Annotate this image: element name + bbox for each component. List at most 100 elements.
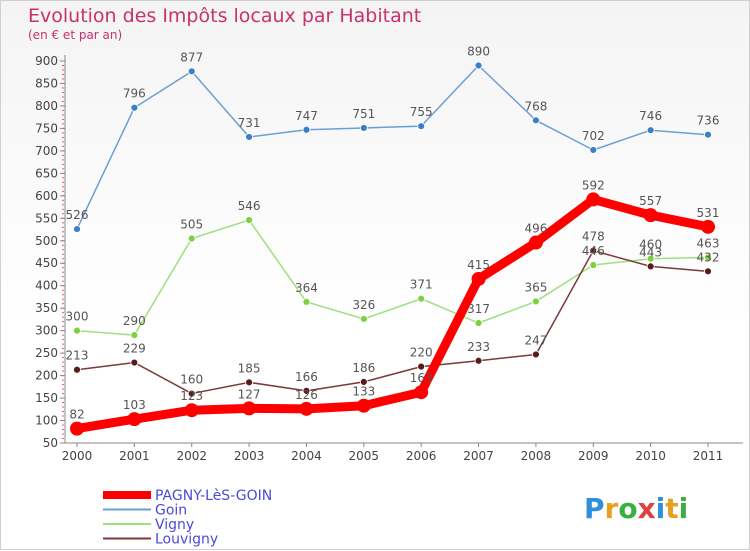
y-tick-label: 400 (35, 279, 58, 293)
data-label-3: 185 (238, 361, 261, 375)
legend-label-2: Vigny (155, 517, 194, 533)
y-tick-label: 900 (35, 54, 58, 68)
data-label-2: 505 (180, 218, 203, 232)
series-point-2 (245, 216, 253, 224)
data-label-3: 220 (410, 346, 433, 360)
series-line-3 (76, 249, 709, 395)
y-tick-label: 650 (35, 166, 58, 180)
data-label-3: 229 (123, 342, 146, 356)
y-tick-label: 800 (35, 99, 58, 113)
data-label-1: 755 (410, 105, 433, 119)
series-line-2 (76, 219, 709, 336)
x-tick-label: 2005 (349, 449, 380, 463)
series-point-0 (356, 398, 371, 413)
series-point-0 (528, 235, 543, 250)
series-point-1 (417, 122, 426, 131)
series-point-2 (417, 294, 426, 303)
y-tick-label: 700 (35, 144, 58, 158)
data-label-1: 736 (697, 114, 720, 128)
series-point-2 (187, 234, 196, 243)
x-tick-label: 2002 (176, 449, 207, 463)
legend-label-3: Louvigny (155, 532, 218, 548)
y-tick-label: 550 (35, 211, 58, 225)
x-tick-label: 2008 (521, 449, 552, 463)
data-label-0: 133 (352, 385, 375, 399)
data-label-0: 126 (295, 388, 318, 402)
data-label-3: 233 (467, 340, 490, 354)
data-label-2: 463 (697, 236, 720, 250)
legend-label-1: Goin (155, 503, 187, 519)
data-label-3: 213 (66, 349, 89, 363)
data-label-1: 526 (66, 208, 89, 222)
data-label-0: 82 (69, 408, 84, 422)
series-point-1 (187, 67, 196, 76)
series-point-3 (589, 246, 598, 255)
series-point-3 (704, 267, 712, 276)
data-label-3: 478 (582, 230, 605, 244)
series-point-0 (184, 403, 199, 418)
chart-title: Evolution des Impôts locaux par Habitant (28, 5, 422, 27)
series-point-0 (70, 421, 84, 436)
y-tick-label: 500 (35, 234, 58, 248)
x-tick-label: 2004 (291, 449, 322, 463)
series-point-1 (73, 225, 81, 233)
series-point-3 (474, 356, 483, 365)
y-tick-label: 850 (35, 76, 58, 90)
legend-label-0: PAGNY-LèS-GOIN (155, 488, 272, 504)
x-tick-label: 2003 (234, 449, 265, 463)
data-label-2: 546 (238, 199, 261, 213)
series-point-1 (532, 116, 540, 125)
series-point-1 (302, 125, 311, 134)
series-point-3 (187, 389, 196, 398)
series-point-3 (417, 362, 426, 371)
y-tick-label: 450 (35, 256, 58, 270)
y-tick-label: 150 (35, 391, 58, 405)
series-point-1 (704, 130, 712, 139)
series-point-2 (302, 297, 311, 306)
series-point-1 (359, 124, 368, 132)
series-point-1 (589, 146, 598, 154)
data-label-3: 247 (524, 333, 547, 347)
data-label-0: 496 (524, 222, 547, 236)
series-point-1 (130, 103, 139, 112)
series-point-2 (73, 326, 81, 335)
series-point-2 (704, 253, 712, 262)
data-label-2: 364 (295, 281, 318, 295)
data-label-2: 300 (66, 310, 89, 324)
series-point-2 (359, 315, 368, 323)
data-label-2: 371 (410, 278, 433, 292)
data-label-1: 796 (123, 87, 146, 101)
series-point-0 (701, 219, 715, 234)
series-point-0 (414, 385, 429, 400)
data-label-2: 460 (639, 238, 662, 252)
series-point-0 (471, 271, 486, 286)
y-tick-label: 750 (35, 121, 58, 135)
data-label-2: 365 (524, 280, 547, 294)
series-point-1 (474, 61, 483, 70)
data-label-1: 768 (524, 99, 547, 113)
series-point-3 (646, 262, 655, 271)
data-label-0: 103 (123, 398, 146, 412)
data-label-1: 877 (180, 50, 203, 64)
y-tick-label: 50 (43, 436, 58, 450)
data-label-1: 890 (467, 44, 490, 58)
series-point-3 (532, 350, 540, 359)
data-label-0: 127 (238, 387, 261, 401)
series-point-3 (130, 358, 139, 367)
data-label-2: 446 (582, 244, 605, 258)
series-point-3 (359, 377, 368, 386)
data-label-0: 415 (467, 258, 490, 272)
series-point-0 (299, 401, 314, 416)
data-label-1: 747 (295, 109, 318, 123)
data-label-1: 751 (352, 107, 375, 121)
series-line-1 (76, 64, 709, 230)
series-point-1 (646, 126, 655, 135)
y-tick-label: 100 (35, 414, 58, 428)
series-point-2 (589, 261, 598, 269)
data-label-3: 160 (180, 373, 203, 387)
y-tick-label: 200 (35, 369, 58, 383)
data-label-3: 432 (697, 250, 720, 264)
data-label-3: 186 (352, 361, 375, 375)
series-point-0 (127, 412, 142, 427)
